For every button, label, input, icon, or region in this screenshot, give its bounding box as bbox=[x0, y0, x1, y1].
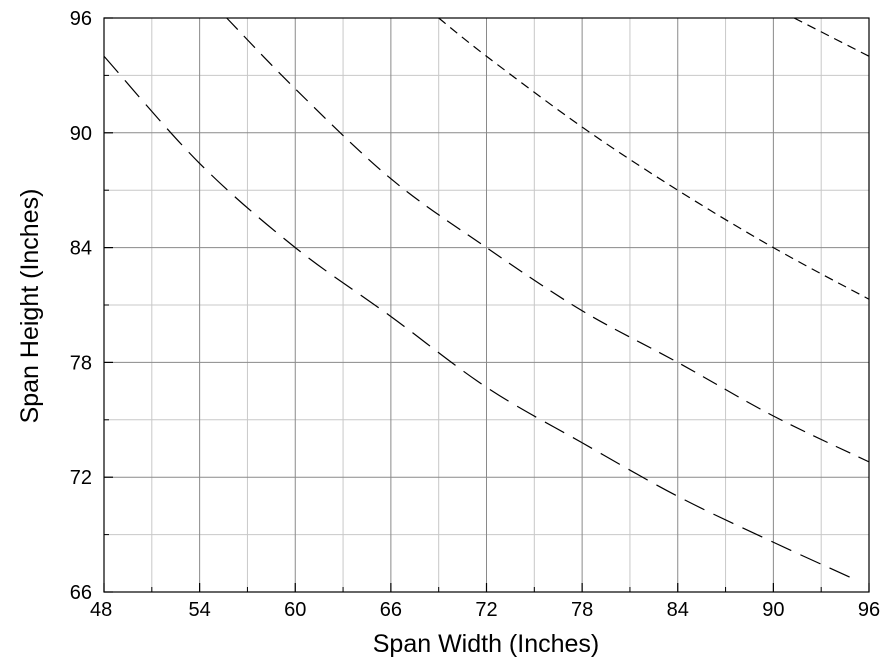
x-axis-title: Span Width (Inches) bbox=[373, 630, 600, 658]
x-tick-label: 84 bbox=[667, 599, 689, 621]
x-tick-label: 60 bbox=[284, 599, 306, 621]
series-lines bbox=[103, 17, 870, 580]
major-grid bbox=[104, 18, 869, 592]
x-tick-label: 66 bbox=[380, 599, 402, 621]
series-line-2 bbox=[226, 17, 870, 463]
y-axis-title: Span Height (Inches) bbox=[16, 189, 44, 424]
series-line-1 bbox=[103, 55, 854, 580]
series-line-4 bbox=[793, 17, 870, 57]
x-tick-label: 48 bbox=[90, 599, 112, 621]
y-tick-label: 84 bbox=[70, 238, 92, 260]
x-tick-labels: 48 54 60 66 72 78 84 90 96 bbox=[90, 599, 880, 621]
y-tick-label: 66 bbox=[70, 582, 92, 604]
axis-ticks bbox=[103, 17, 870, 593]
y-tick-label: 96 bbox=[70, 8, 92, 30]
series-line-3 bbox=[438, 17, 870, 300]
x-tick-label: 78 bbox=[571, 599, 593, 621]
x-tick-label: 72 bbox=[475, 599, 497, 621]
y-tick-label: 72 bbox=[70, 467, 92, 489]
y-tick-labels: 66 72 78 84 90 96 bbox=[70, 8, 92, 604]
x-tick-label: 96 bbox=[858, 599, 880, 621]
y-tick-label: 78 bbox=[70, 352, 92, 374]
y-tick-label: 90 bbox=[70, 123, 92, 145]
x-tick-label: 54 bbox=[189, 599, 211, 621]
x-tick-label: 90 bbox=[762, 599, 784, 621]
